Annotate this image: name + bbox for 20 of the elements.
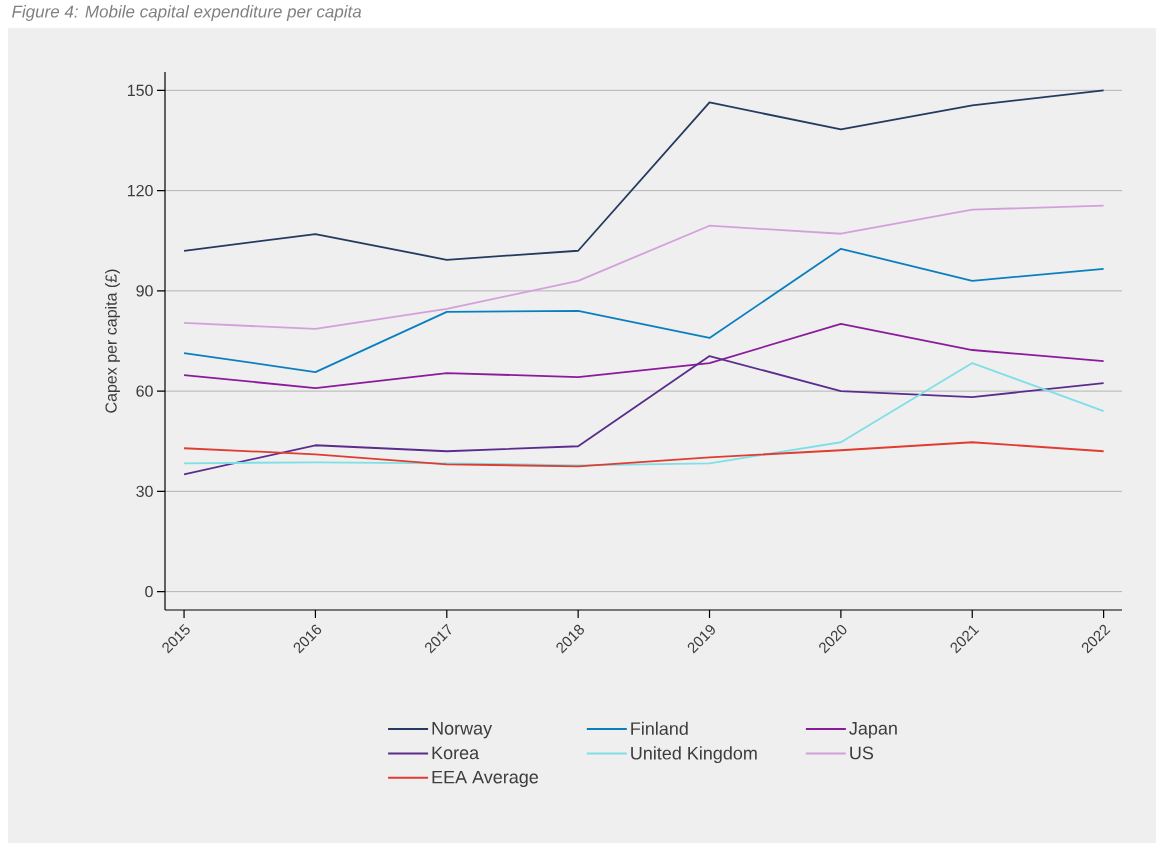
y-axis-title: Capex per capita (£) <box>105 269 120 413</box>
legend-label: Korea <box>432 746 480 760</box>
legend-label: EEA Average <box>432 770 539 787</box>
line-series <box>183 441 1105 468</box>
legend-label: Finland <box>631 721 688 736</box>
y-tick-label: 150 <box>127 84 153 97</box>
legend-label: United Kingdom <box>631 746 757 764</box>
line-series <box>183 204 1105 330</box>
line-series <box>183 323 1105 390</box>
chart-title: Figure 4: Mobile capital expenditure per capita <box>12 5 362 21</box>
y-tick-label: 30 <box>136 485 153 498</box>
y-tick-label: 0 <box>145 585 153 598</box>
y-tick-label: 60 <box>136 385 153 397</box>
y-tick-label: 120 <box>127 184 153 197</box>
line-series <box>183 89 1105 261</box>
legend-label: US <box>850 746 874 760</box>
legend-label: Japan <box>849 722 897 739</box>
y-tick-label: 90 <box>136 285 153 297</box>
line-series <box>183 247 1105 373</box>
legend-label: Norway <box>432 722 493 739</box>
